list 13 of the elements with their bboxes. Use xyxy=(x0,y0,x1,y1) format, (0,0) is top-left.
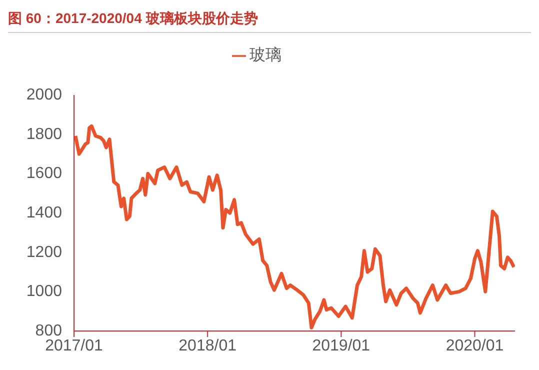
y-tick-label: 1200 xyxy=(26,244,62,261)
legend-label: 玻璃 xyxy=(250,47,282,64)
y-tick-label: 1000 xyxy=(26,283,62,300)
x-tick-label: 2017/01 xyxy=(45,337,104,354)
x-tick-label: 2018/01 xyxy=(178,337,237,354)
y-tick-label: 1400 xyxy=(26,204,62,222)
chart-title: 图 60：2017-2020/04 玻璃板块股价走势 xyxy=(8,8,531,33)
y-tick-label: 2000 xyxy=(26,86,62,104)
y-tick-label: 1800 xyxy=(26,126,62,143)
y-tick-label: 800 xyxy=(35,322,62,340)
x-tick-label: 2019/01 xyxy=(312,337,370,354)
x-tick-label: 2020/01 xyxy=(446,337,504,354)
y-tick-label: 1600 xyxy=(26,165,62,182)
